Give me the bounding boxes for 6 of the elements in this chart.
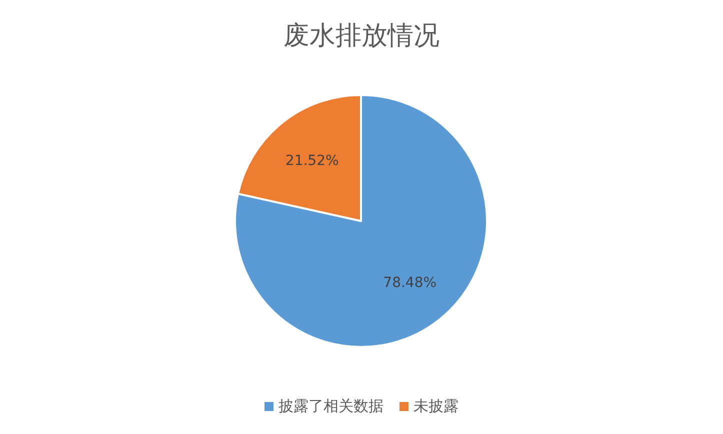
chart-title: 废水排放情况: [284, 21, 440, 51]
legend-label: 披露了相关数据: [278, 397, 384, 415]
legend-label: 未披露: [414, 397, 458, 415]
pie-slice: [234, 94, 488, 348]
data-label: 78.48%: [383, 274, 437, 291]
data-label: 21.52%: [285, 153, 339, 170]
